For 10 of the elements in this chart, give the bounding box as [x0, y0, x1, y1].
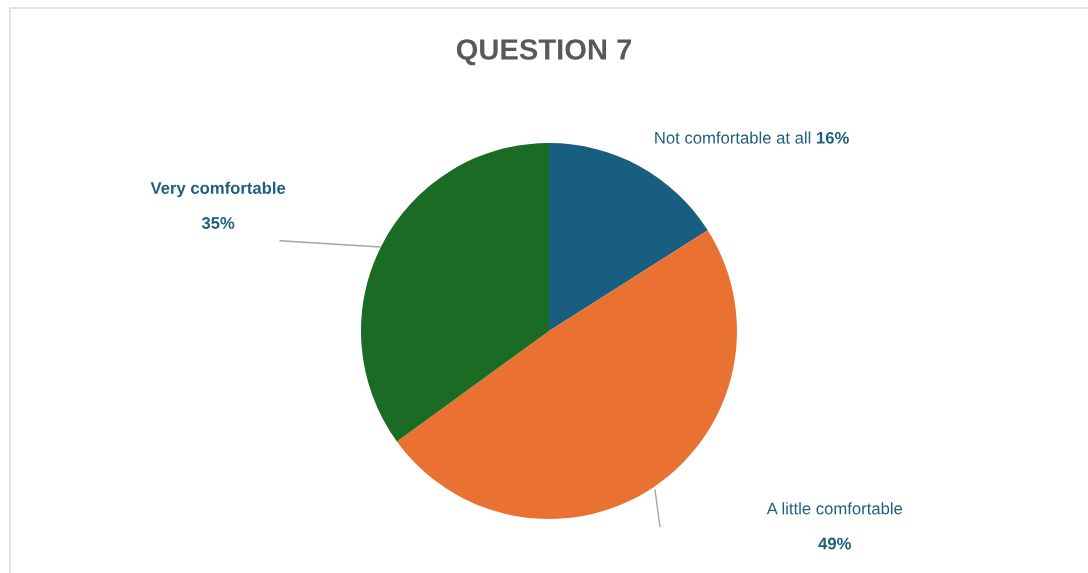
slice-label: Not comfortable at all	[655, 131, 811, 144]
pie-slice	[396, 230, 737, 519]
data-label: 35%	[201, 217, 235, 229]
data-label: 16%	[817, 131, 849, 144]
slice-label: Very comfortable	[150, 181, 286, 198]
chart-title: QUESTION 7	[456, 39, 632, 66]
slice-label: A little comfortable	[766, 502, 903, 515]
pie-slice	[361, 143, 549, 442]
data-label: 49%	[818, 537, 851, 550]
pie-slice	[549, 143, 708, 331]
